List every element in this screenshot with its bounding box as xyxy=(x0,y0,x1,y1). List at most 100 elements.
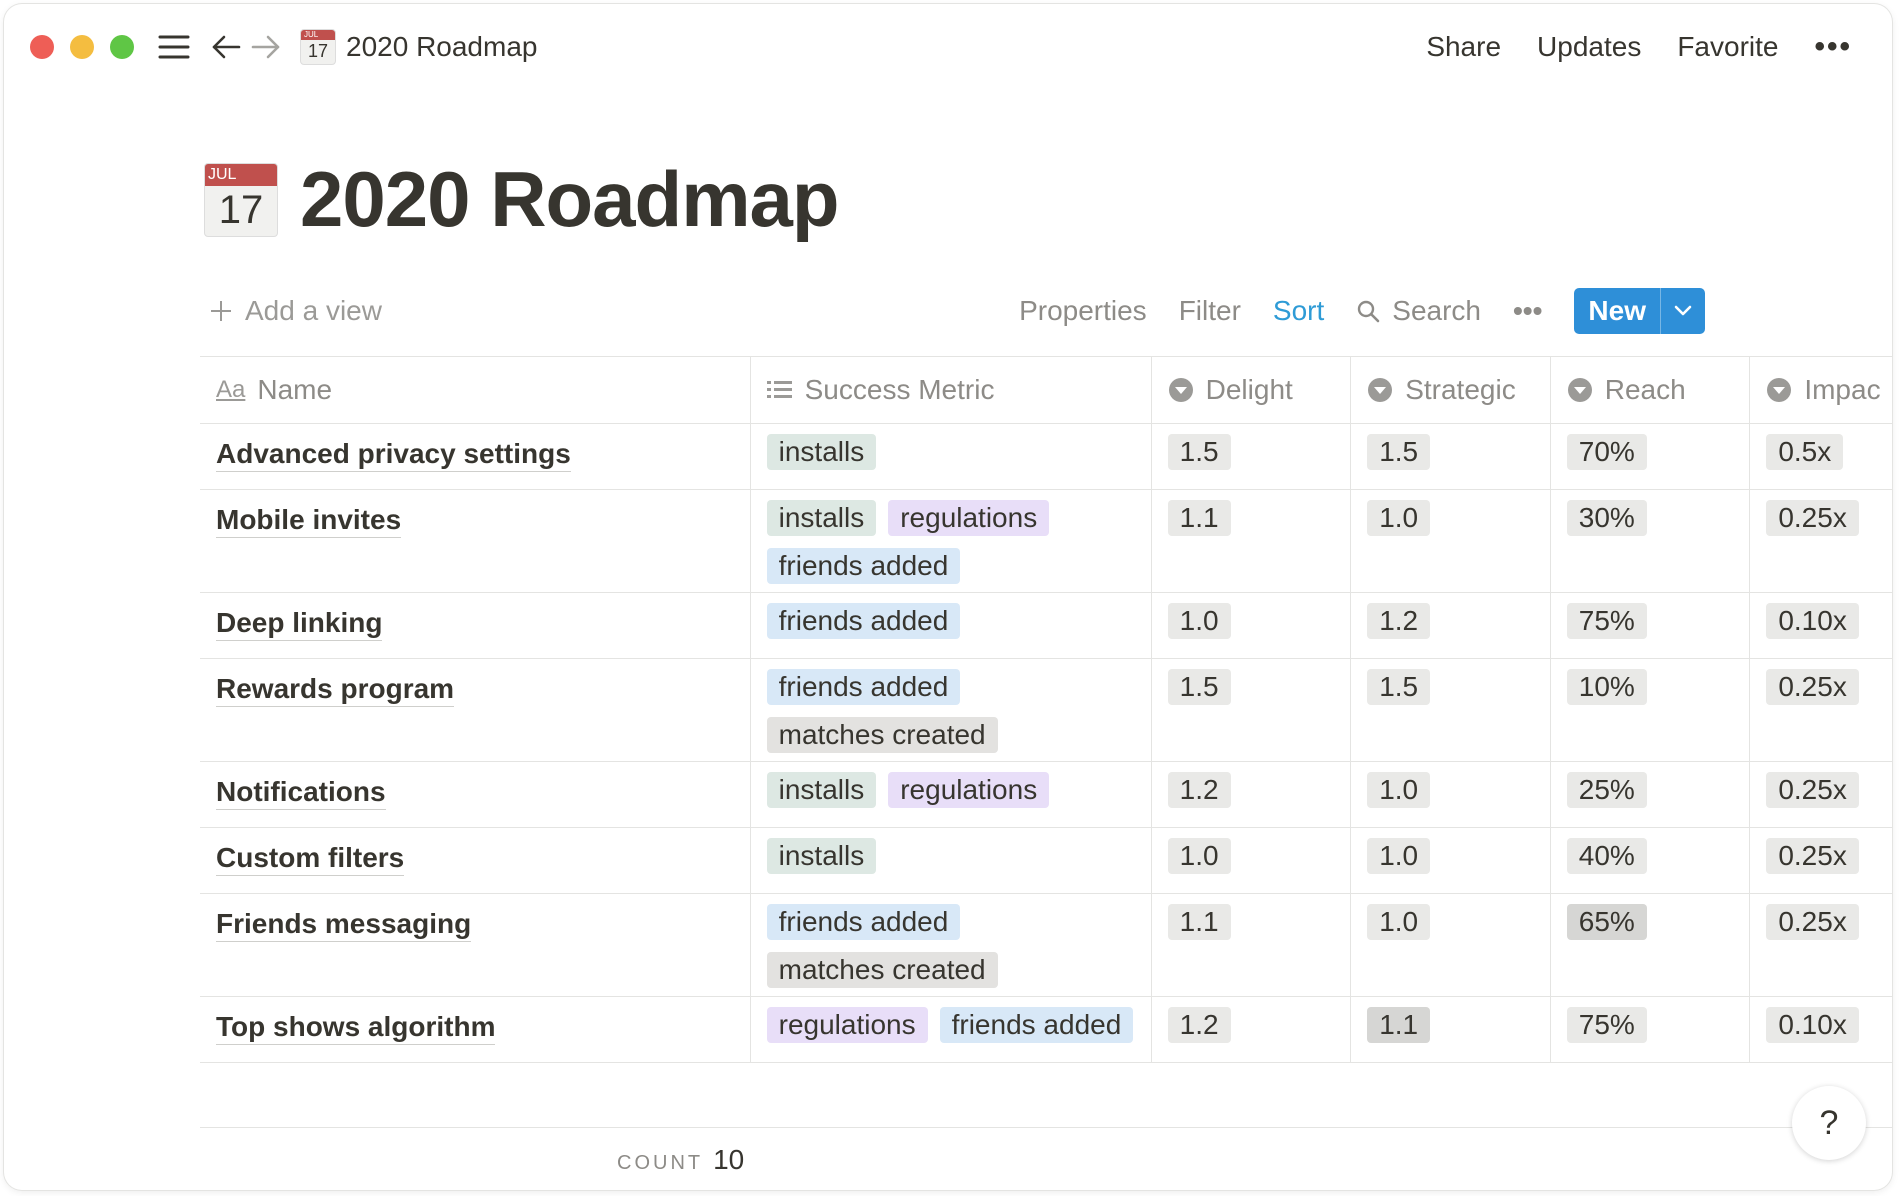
strategic-cell[interactable]: 1.0 xyxy=(1351,894,1551,996)
impact-cell[interactable]: 0.10x xyxy=(1750,997,1892,1062)
column-header-strategic[interactable]: Strategic xyxy=(1351,357,1551,423)
updates-button[interactable]: Updates xyxy=(1537,31,1642,62)
database-toolbar: Add a view Properties Filter Sort Search… xyxy=(209,284,1705,338)
page-calendar-icon[interactable]: JUL 17 xyxy=(204,162,278,237)
page-title[interactable]: 2020 Roadmap xyxy=(300,155,840,243)
table-row[interactable]: Deep linking friends added 1.0 1.2 75% 0.10x xyxy=(200,593,1892,659)
impact-cell[interactable]: 0.25x xyxy=(1750,828,1892,893)
new-button[interactable]: New xyxy=(1588,295,1646,326)
reach-cell[interactable]: 75% xyxy=(1551,593,1751,658)
delight-cell[interactable]: 1.5 xyxy=(1152,424,1352,489)
name-cell[interactable]: Advanced privacy settings xyxy=(200,424,751,489)
share-button[interactable]: Share xyxy=(1426,31,1502,62)
reach-cell[interactable]: 40% xyxy=(1551,828,1751,893)
metric-tag: matches created xyxy=(766,952,998,988)
strategic-cell[interactable]: 1.0 xyxy=(1351,762,1551,827)
properties-button[interactable]: Properties xyxy=(1019,295,1147,326)
impact-cell[interactable]: 0.25x xyxy=(1750,762,1892,827)
strategic-cell[interactable]: 1.0 xyxy=(1351,490,1551,592)
impact-cell[interactable]: 0.25x xyxy=(1750,490,1892,592)
delight-cell[interactable]: 1.0 xyxy=(1152,828,1352,893)
strategic-cell[interactable]: 1.5 xyxy=(1351,424,1551,489)
reach-cell[interactable]: 30% xyxy=(1551,490,1751,592)
table-row[interactable]: Mobile invites installs regulations friends… xyxy=(200,490,1892,593)
column-header-reach[interactable]: Reach xyxy=(1551,357,1751,423)
name-cell[interactable]: Deep linking xyxy=(200,593,751,658)
strategic-cell[interactable]: 1.1 xyxy=(1351,997,1551,1062)
breadcrumb[interactable]: JUL 17 2020 Roadmap xyxy=(300,29,537,65)
view-more-button[interactable]: ••• xyxy=(1513,295,1543,326)
delight-cell[interactable]: 1.5 xyxy=(1152,659,1352,761)
reach-cell[interactable]: 70% xyxy=(1551,424,1751,489)
favorite-button[interactable]: Favorite xyxy=(1677,31,1779,62)
delight-cell[interactable]: 1.2 xyxy=(1152,997,1352,1062)
forward-button[interactable] xyxy=(246,27,286,67)
count-summary[interactable]: COUNT 10 xyxy=(617,1144,744,1176)
strategic-value: 1.0 xyxy=(1367,772,1431,808)
delight-cell[interactable]: 1.2 xyxy=(1152,762,1352,827)
name-cell[interactable]: Friends messaging xyxy=(200,894,751,996)
sidebar-toggle-button[interactable] xyxy=(154,27,194,67)
impact-cell[interactable]: 0.25x xyxy=(1750,659,1892,761)
success-metric-cell[interactable]: regulations friends added xyxy=(751,997,1152,1062)
back-button[interactable] xyxy=(206,27,246,67)
name-cell[interactable]: Mobile invites xyxy=(200,490,751,592)
table-row[interactable]: Rewards program friends added matches crea… xyxy=(200,659,1892,762)
zoom-window-button[interactable] xyxy=(110,35,134,59)
column-header-impact[interactable]: Impac xyxy=(1750,357,1892,423)
reach-cell[interactable]: 75% xyxy=(1551,997,1751,1062)
table-row[interactable]: Advanced privacy settings installs 1.5 1.5 7… xyxy=(200,424,1892,490)
name-cell[interactable]: Top shows algorithm xyxy=(200,997,751,1062)
metric-tags: installs regulations friends added xyxy=(766,500,1135,584)
table-row[interactable]: Notifications installs regulations 1.2 1.0 25… xyxy=(200,762,1892,828)
metric-tags: regulations friends added xyxy=(766,1007,1135,1043)
reach-cell[interactable]: 65% xyxy=(1551,894,1751,996)
success-metric-cell[interactable]: installs regulations friends added xyxy=(751,490,1152,592)
help-button[interactable]: ? xyxy=(1792,1086,1866,1160)
more-options-button[interactable]: ••• xyxy=(1814,30,1852,63)
new-dropdown-button[interactable] xyxy=(1660,288,1705,334)
success-metric-cell[interactable]: friends added xyxy=(751,593,1152,658)
name-cell[interactable]: Rewards program xyxy=(200,659,751,761)
sort-button[interactable]: Sort xyxy=(1272,295,1325,326)
reach-value: 75% xyxy=(1566,603,1647,639)
table-row[interactable]: Friends messaging friends added matches cr… xyxy=(200,894,1892,997)
table-row[interactable]: Custom filters installs 1.0 1.0 40% 0.25x xyxy=(200,828,1892,894)
success-metric-cell[interactable]: friends added matches created xyxy=(751,894,1152,996)
strategic-cell[interactable]: 1.0 xyxy=(1351,828,1551,893)
table-row[interactable]: Top shows algorithm regulations friends ad… xyxy=(200,997,1892,1063)
column-header-delight[interactable]: Delight xyxy=(1152,357,1352,423)
add-view-button[interactable]: Add a view xyxy=(209,295,382,327)
filter-button[interactable]: Filter xyxy=(1178,295,1241,326)
row-title[interactable]: Top shows algorithm xyxy=(216,1010,496,1045)
column-header-success-metric[interactable]: Success Metric xyxy=(751,357,1152,423)
success-metric-cell[interactable]: installs xyxy=(751,828,1152,893)
reach-cell[interactable]: 25% xyxy=(1551,762,1751,827)
delight-cell[interactable]: 1.1 xyxy=(1152,894,1352,996)
row-title[interactable]: Notifications xyxy=(216,775,386,810)
strategic-cell[interactable]: 1.5 xyxy=(1351,659,1551,761)
name-cell[interactable]: Notifications xyxy=(200,762,751,827)
delight-cell[interactable]: 1.1 xyxy=(1152,490,1352,592)
delight-cell[interactable]: 1.0 xyxy=(1152,593,1352,658)
name-cell[interactable]: Custom filters xyxy=(200,828,751,893)
success-metric-cell[interactable]: friends added matches created xyxy=(751,659,1152,761)
impact-cell[interactable]: 0.25x xyxy=(1750,894,1892,996)
row-title[interactable]: Advanced privacy settings xyxy=(216,437,571,472)
row-title[interactable]: Rewards program xyxy=(216,672,455,707)
minimize-window-button[interactable] xyxy=(70,35,94,59)
row-title[interactable]: Mobile invites xyxy=(216,503,402,538)
success-metric-cell[interactable]: installs regulations xyxy=(751,762,1152,827)
impact-cell[interactable]: 0.10x xyxy=(1750,593,1892,658)
reach-cell[interactable]: 10% xyxy=(1551,659,1751,761)
column-header-name[interactable]: Aa Name xyxy=(200,357,751,423)
search-button[interactable]: Search xyxy=(1356,295,1481,327)
row-title[interactable]: Deep linking xyxy=(216,606,383,641)
close-window-button[interactable] xyxy=(30,35,54,59)
metric-tag: installs xyxy=(766,838,877,874)
row-title[interactable]: Custom filters xyxy=(216,841,405,876)
strategic-cell[interactable]: 1.2 xyxy=(1351,593,1551,658)
success-metric-cell[interactable]: installs xyxy=(751,424,1152,489)
row-title[interactable]: Friends messaging xyxy=(216,907,472,942)
impact-cell[interactable]: 0.5x xyxy=(1750,424,1892,489)
